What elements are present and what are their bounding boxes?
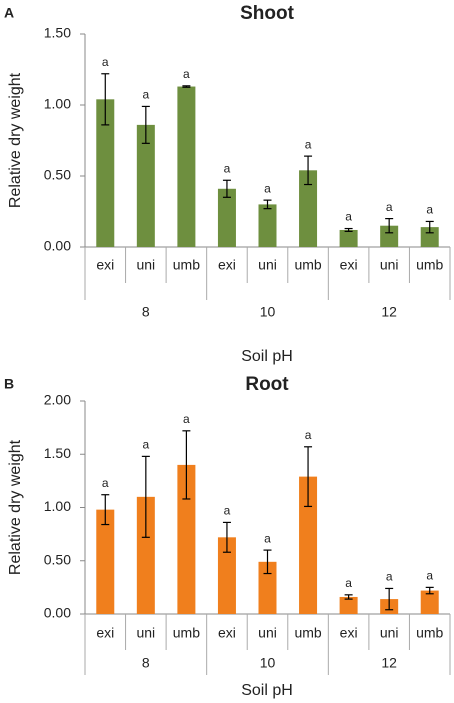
chart-title: Shoot (240, 3, 294, 24)
x-axis-label: Soil pH (241, 682, 293, 699)
significance-letter: a (305, 137, 312, 151)
significance-letter: a (102, 476, 109, 490)
panel-label: B (4, 376, 14, 392)
group-label: 8 (142, 655, 150, 671)
y-axis-label: Relative dry weight (7, 439, 24, 575)
x-tick-label: exi (218, 625, 236, 641)
y-tick-label: 1.50 (44, 25, 71, 41)
bar (299, 476, 318, 614)
bar (96, 509, 115, 614)
x-tick-label: exi (340, 257, 358, 273)
x-tick-label: exi (96, 625, 114, 641)
significance-letter: a (224, 161, 231, 175)
x-tick-label: exi (218, 257, 236, 273)
significance-letter: a (345, 210, 352, 224)
significance-letter: a (264, 181, 271, 195)
x-tick-label: umb (173, 257, 200, 273)
x-tick-label: uni (380, 257, 399, 273)
y-axis-label: Relative dry weight (7, 72, 24, 208)
bar (420, 590, 439, 614)
group-label: 10 (260, 655, 276, 671)
x-tick-label: uni (136, 257, 155, 273)
x-tick-label: uni (258, 625, 277, 641)
group-label: 12 (381, 304, 397, 320)
bar (380, 225, 399, 247)
x-tick-label: umb (173, 625, 200, 641)
x-axis-label: Soil pH (241, 348, 293, 365)
x-tick-label: uni (258, 257, 277, 273)
x-tick-label: umb (294, 257, 321, 273)
bar (299, 170, 318, 247)
y-tick-label: 1.00 (44, 498, 71, 514)
significance-letter: a (224, 504, 231, 518)
x-tick-label: exi (96, 257, 114, 273)
y-tick-label: 1.00 (44, 96, 71, 112)
bar (420, 227, 439, 247)
x-tick-label: uni (380, 625, 399, 641)
significance-letter: a (183, 67, 190, 81)
group-label: 12 (381, 655, 397, 671)
group-label: 10 (260, 304, 276, 320)
chart-title: Root (245, 374, 289, 395)
significance-letter: a (305, 428, 312, 442)
y-tick-label: 2.00 (44, 392, 71, 408)
bar (339, 229, 358, 247)
bar (177, 464, 196, 614)
bar (258, 561, 277, 614)
significance-letter: a (142, 88, 149, 102)
significance-letter: a (183, 412, 190, 426)
y-tick-label: 0.00 (44, 605, 71, 621)
x-tick-label: umb (294, 625, 321, 641)
group-label: 8 (142, 304, 150, 320)
panel-label: A (4, 5, 14, 21)
bar (136, 124, 155, 247)
significance-letter: a (345, 576, 352, 590)
y-tick-label: 1.50 (44, 445, 71, 461)
bar (177, 86, 196, 247)
bar (258, 204, 277, 247)
x-tick-label: exi (340, 625, 358, 641)
bar (339, 596, 358, 614)
y-tick-label: 0.00 (44, 238, 71, 254)
bar (136, 496, 155, 614)
bar (96, 99, 115, 247)
y-tick-label: 0.50 (44, 551, 71, 567)
significance-letter: a (386, 570, 393, 584)
significance-letter: a (264, 531, 271, 545)
significance-letter: a (426, 569, 433, 583)
significance-letter: a (102, 55, 109, 69)
x-tick-label: umb (416, 625, 443, 641)
significance-letter: a (426, 203, 433, 217)
x-tick-label: uni (136, 625, 155, 641)
significance-letter: a (142, 438, 149, 452)
x-tick-label: umb (416, 257, 443, 273)
y-tick-label: 0.50 (44, 167, 71, 183)
bar (217, 537, 236, 614)
significance-letter: a (386, 200, 393, 214)
bar (217, 188, 236, 247)
